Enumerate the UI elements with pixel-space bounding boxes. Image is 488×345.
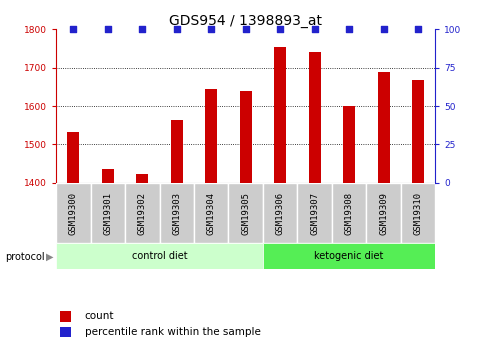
Text: control diet: control diet bbox=[131, 251, 187, 261]
Point bbox=[379, 27, 386, 32]
Text: GSM19300: GSM19300 bbox=[69, 191, 78, 235]
Bar bbox=[263, 183, 297, 243]
Bar bbox=[377, 71, 389, 183]
Text: GSM19310: GSM19310 bbox=[413, 191, 422, 235]
Bar bbox=[125, 183, 159, 243]
Bar bbox=[159, 183, 194, 243]
Bar bbox=[331, 183, 366, 243]
Text: GSM19302: GSM19302 bbox=[138, 191, 146, 235]
Bar bbox=[60, 311, 71, 322]
Point bbox=[345, 27, 352, 32]
Bar bbox=[228, 183, 263, 243]
Text: ketogenic diet: ketogenic diet bbox=[314, 251, 383, 261]
Text: ▶: ▶ bbox=[46, 252, 54, 262]
Text: GSM19309: GSM19309 bbox=[378, 191, 387, 235]
Bar bbox=[308, 52, 320, 183]
Text: percentile rank within the sample: percentile rank within the sample bbox=[84, 327, 260, 337]
Point bbox=[242, 27, 249, 32]
Title: GDS954 / 1398893_at: GDS954 / 1398893_at bbox=[169, 14, 322, 28]
Bar bbox=[297, 183, 331, 243]
Bar bbox=[170, 119, 183, 183]
Point bbox=[207, 27, 215, 32]
Text: GSM19301: GSM19301 bbox=[103, 191, 112, 235]
Point bbox=[69, 27, 77, 32]
Point bbox=[276, 27, 284, 32]
Bar bbox=[102, 169, 114, 183]
Bar bbox=[60, 327, 71, 337]
Text: GSM19305: GSM19305 bbox=[241, 191, 250, 235]
Text: GSM19307: GSM19307 bbox=[309, 191, 319, 235]
Bar bbox=[205, 89, 217, 183]
Bar bbox=[263, 243, 434, 269]
Bar bbox=[56, 183, 90, 243]
Point bbox=[413, 27, 421, 32]
Text: GSM19304: GSM19304 bbox=[206, 191, 215, 235]
Text: GSM19303: GSM19303 bbox=[172, 191, 181, 235]
Text: GSM19308: GSM19308 bbox=[344, 191, 353, 235]
Bar bbox=[400, 183, 434, 243]
Point bbox=[310, 27, 318, 32]
Bar bbox=[239, 91, 251, 183]
Bar bbox=[411, 80, 423, 183]
Bar bbox=[136, 175, 148, 183]
Bar bbox=[366, 183, 400, 243]
Bar bbox=[194, 183, 228, 243]
Text: GSM19306: GSM19306 bbox=[275, 191, 284, 235]
Bar bbox=[67, 132, 80, 183]
Point bbox=[173, 27, 181, 32]
Point bbox=[104, 27, 112, 32]
Point bbox=[138, 27, 146, 32]
Bar bbox=[343, 106, 354, 183]
Bar bbox=[90, 183, 125, 243]
Text: count: count bbox=[84, 312, 114, 321]
Bar bbox=[274, 47, 285, 183]
Bar bbox=[56, 243, 263, 269]
Text: protocol: protocol bbox=[5, 252, 44, 262]
